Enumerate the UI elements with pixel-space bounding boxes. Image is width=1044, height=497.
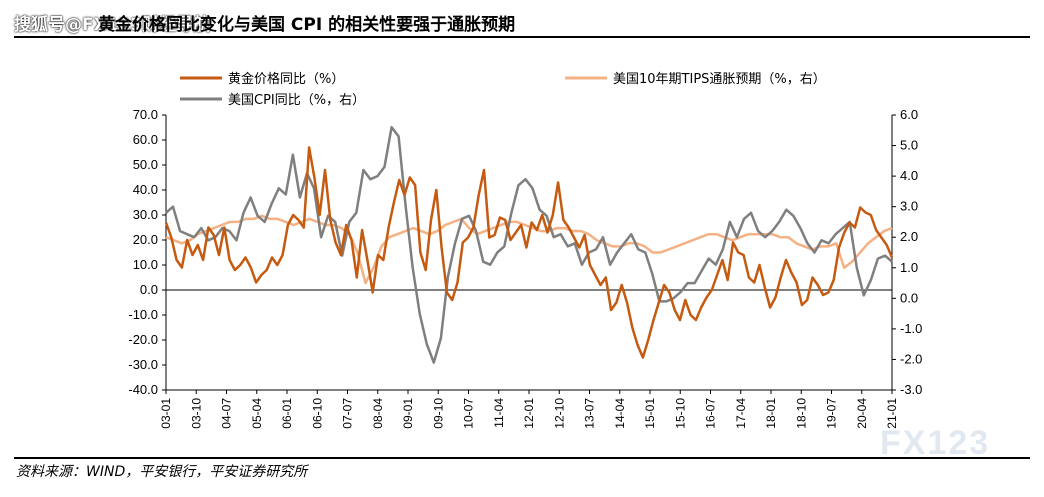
chart-legend: 黄金价格同比（%） 美国10年期TIPS通胀预期（%，右） 美国CPI同比（%，右） (180, 71, 826, 108)
x-tick-label: 15-01 (643, 398, 657, 429)
x-tick-label: 13-07 (583, 398, 597, 429)
chart-title-text: 黄金价格同比变化与美国 CPI 的相关性要强于通胀预期 (98, 15, 516, 35)
title-divider (14, 36, 1030, 38)
right-tick-label: 5.0 (900, 138, 918, 153)
right-tick-label: 1.0 (900, 260, 918, 275)
left-tick-label: -40.0 (128, 382, 158, 397)
left-tick-label: 40.0 (133, 182, 158, 197)
left-tick-label: 50.0 (133, 157, 158, 172)
chart-axes: 70.0 60.0 50.0 40.0 30.0 20.0 10.0 0.0 -10.0 -20.… (128, 107, 922, 429)
x-tick-label: 11-04 (492, 398, 506, 428)
gold-yoy-line (164, 146, 894, 359)
left-tick-label: 10.0 (133, 257, 158, 272)
left-tick-label: 70.0 (133, 107, 158, 122)
x-tick-label: 17-04 (734, 398, 748, 429)
right-tick-label: 2.0 (900, 229, 918, 244)
us-cpi-yoy-line (165, 125, 893, 364)
x-tick-label: 21-01 (885, 398, 899, 429)
x-tick-label: 06-10 (310, 398, 324, 429)
tips-breakeven-line (165, 214, 893, 285)
left-tick-label: -20.0 (128, 332, 158, 347)
x-tick-label: 03-01 (159, 398, 173, 429)
left-tick-label: -10.0 (128, 307, 158, 322)
watermark-text: 搜狐号@FX123财经导航 (14, 15, 211, 35)
source-note: 资料来源：WIND，平安银行，平安证券研究所 (16, 464, 308, 480)
x-tick-label: 12-01 (522, 398, 536, 429)
x-tick-label: 06-01 (280, 398, 294, 429)
x-tick-label: 14-04 (613, 398, 627, 429)
x-tick-label: 16-07 (704, 398, 718, 429)
x-tick-label: 18-10 (794, 398, 808, 429)
chart-title: 搜狐号@FX123财经导航 (14, 10, 210, 35)
x-tick-label: 19-07 (825, 398, 839, 429)
right-tick-label: 0.0 (900, 290, 918, 305)
right-tick-label: 4.0 (900, 168, 918, 183)
x-tick-label: 09-01 (401, 398, 415, 429)
left-tick-label: 0.0 (140, 282, 158, 297)
legend-item-cpi-label: 美国CPI同比（%，右） (228, 93, 365, 108)
right-tick-label: -2.0 (900, 351, 922, 366)
x-tick-label: 04-07 (220, 398, 234, 429)
left-tick-label: 30.0 (133, 207, 158, 222)
right-tick-label: 3.0 (900, 199, 918, 214)
right-tick-label: 6.0 (900, 107, 918, 122)
left-tick-label: 20.0 (133, 232, 158, 247)
series-layer (164, 125, 894, 364)
left-tick-label: 60.0 (133, 132, 158, 147)
x-tick-label: 20-04 (855, 398, 869, 429)
x-tick-label: 07-07 (341, 398, 355, 429)
x-tick-label: 12-10 (552, 398, 566, 429)
x-tick-label: 03-10 (189, 398, 203, 429)
x-tick-label: 10-07 (462, 398, 476, 429)
chart-title-main: 黄金价格同比变化与美国 CPI 的相关性要强于通胀预期 (98, 10, 515, 35)
x-tick-label: 08-04 (371, 398, 385, 429)
x-tick-label: 09-10 (431, 398, 445, 429)
left-tick-label: -30.0 (128, 357, 158, 372)
legend-item-tips-label: 美国10年期TIPS通胀预期（%，右） (613, 72, 826, 87)
x-tick-label: 15-10 (673, 398, 687, 429)
right-tick-label: -3.0 (900, 382, 922, 397)
x-tick-label: 05-04 (250, 398, 264, 429)
legend-item-gold-label: 黄金价格同比（%） (228, 71, 344, 87)
x-tick-label: 18-01 (764, 398, 778, 429)
footer-divider (14, 457, 1030, 459)
corner-watermark: FX123 (880, 424, 991, 462)
right-tick-label: -1.0 (900, 321, 922, 336)
